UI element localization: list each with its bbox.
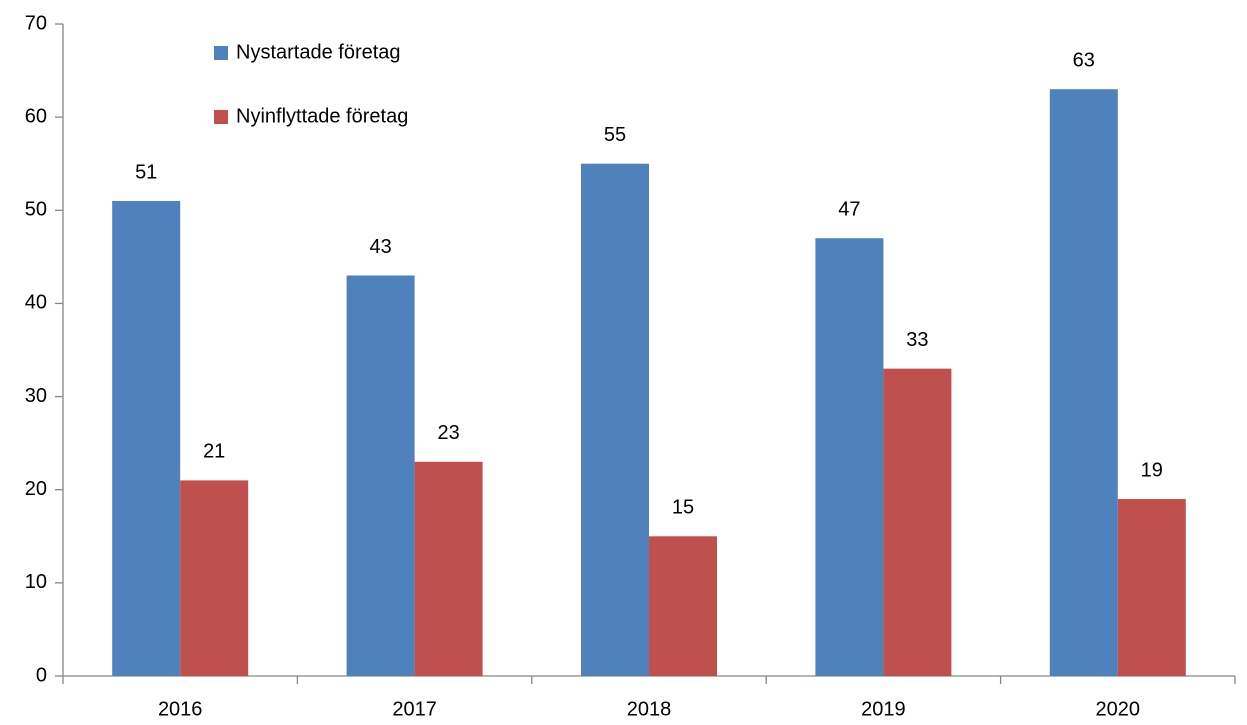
bar (815, 238, 884, 676)
x-tick-label: 2018 (627, 698, 672, 720)
bar (649, 536, 717, 676)
data-label: 43 (369, 236, 391, 258)
x-tick-label: 2019 (861, 698, 906, 720)
x-tick-label: 2017 (392, 698, 437, 720)
bar (112, 200, 181, 676)
y-tick-label: 20 (25, 478, 47, 500)
data-label: 51 (135, 161, 157, 183)
x-tick-label: 2020 (1096, 698, 1141, 720)
legend-label: Nystartade företag (236, 41, 401, 63)
data-label: 21 (203, 441, 225, 463)
bar (1117, 499, 1186, 676)
y-tick-label: 70 (25, 12, 47, 34)
data-label: 23 (437, 422, 459, 444)
bar (346, 275, 415, 676)
y-tick-label: 60 (25, 105, 47, 127)
legend-label: Nyinflyttade företag (236, 105, 408, 127)
data-label: 47 (838, 199, 860, 221)
bar (581, 163, 649, 676)
data-label: 63 (1073, 49, 1095, 71)
bar (883, 368, 952, 676)
data-label: 19 (1141, 459, 1163, 481)
y-tick-label: 0 (36, 664, 47, 686)
y-tick-label: 10 (25, 571, 47, 593)
x-tick-label: 2016 (158, 698, 203, 720)
y-tick-label: 40 (25, 292, 47, 314)
bar (414, 461, 483, 676)
data-label: 33 (906, 329, 928, 351)
bar (1049, 89, 1118, 676)
data-label: 55 (604, 124, 626, 146)
y-tick-label: 50 (25, 199, 47, 221)
bar (180, 480, 249, 676)
legend-swatch (214, 46, 228, 60)
data-label: 15 (672, 497, 694, 519)
y-tick-label: 30 (25, 385, 47, 407)
legend-swatch (214, 110, 228, 124)
